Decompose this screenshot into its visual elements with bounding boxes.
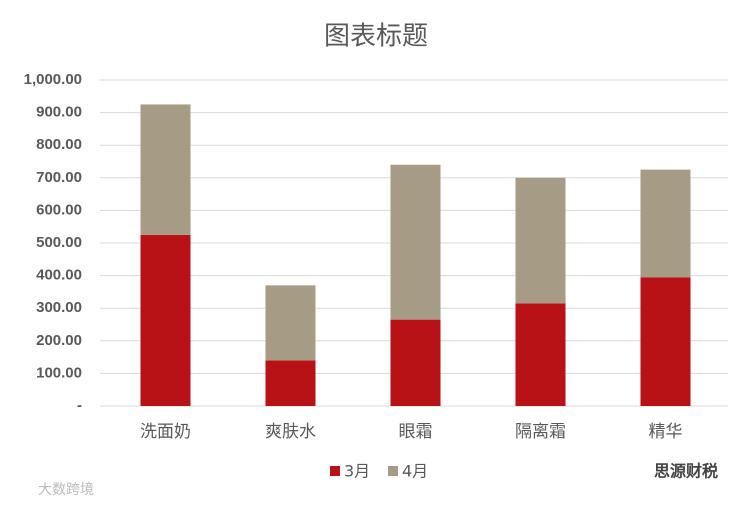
y-tick-label: 100.00 <box>36 364 82 381</box>
watermark: 大数跨境 <box>38 482 94 498</box>
y-tick-label: 200.00 <box>36 332 82 349</box>
bar-segment <box>515 177 566 304</box>
y-tick-label: 600.00 <box>36 201 82 218</box>
bar-segment <box>390 164 441 320</box>
chart-title: 图表标题 <box>324 22 428 52</box>
y-tick-label: - <box>77 397 82 414</box>
x-tick-label: 洗面奶 <box>140 422 191 442</box>
y-tick-label: 300.00 <box>36 299 82 316</box>
x-tick-label: 爽肤水 <box>265 422 316 442</box>
bar-segment <box>140 104 191 235</box>
y-tick-label: 500.00 <box>36 234 82 251</box>
y-tick-label: 700.00 <box>36 169 82 186</box>
legend-label: 3月 <box>344 462 370 481</box>
bar-segment <box>515 303 566 406</box>
watermark: 思源财税 <box>654 462 718 481</box>
y-tick-label: 1,000.00 <box>24 71 82 88</box>
bar-segment <box>265 360 316 406</box>
bar-segment <box>390 319 441 406</box>
bar-segment <box>640 277 691 406</box>
x-tick-label: 隔离霜 <box>515 422 566 442</box>
y-tick-label: 900.00 <box>36 104 82 121</box>
x-tick-label: 精华 <box>649 422 683 442</box>
bar-segment <box>265 285 316 361</box>
x-tick-label: 眼霜 <box>399 422 433 442</box>
legend-swatch <box>330 466 340 476</box>
bar-segment <box>140 234 191 406</box>
legend-label: 4月 <box>402 462 428 481</box>
legend-swatch <box>388 466 398 476</box>
y-tick-label: 400.00 <box>36 267 82 284</box>
y-tick-label: 800.00 <box>36 136 82 153</box>
bar-segment <box>640 169 691 278</box>
